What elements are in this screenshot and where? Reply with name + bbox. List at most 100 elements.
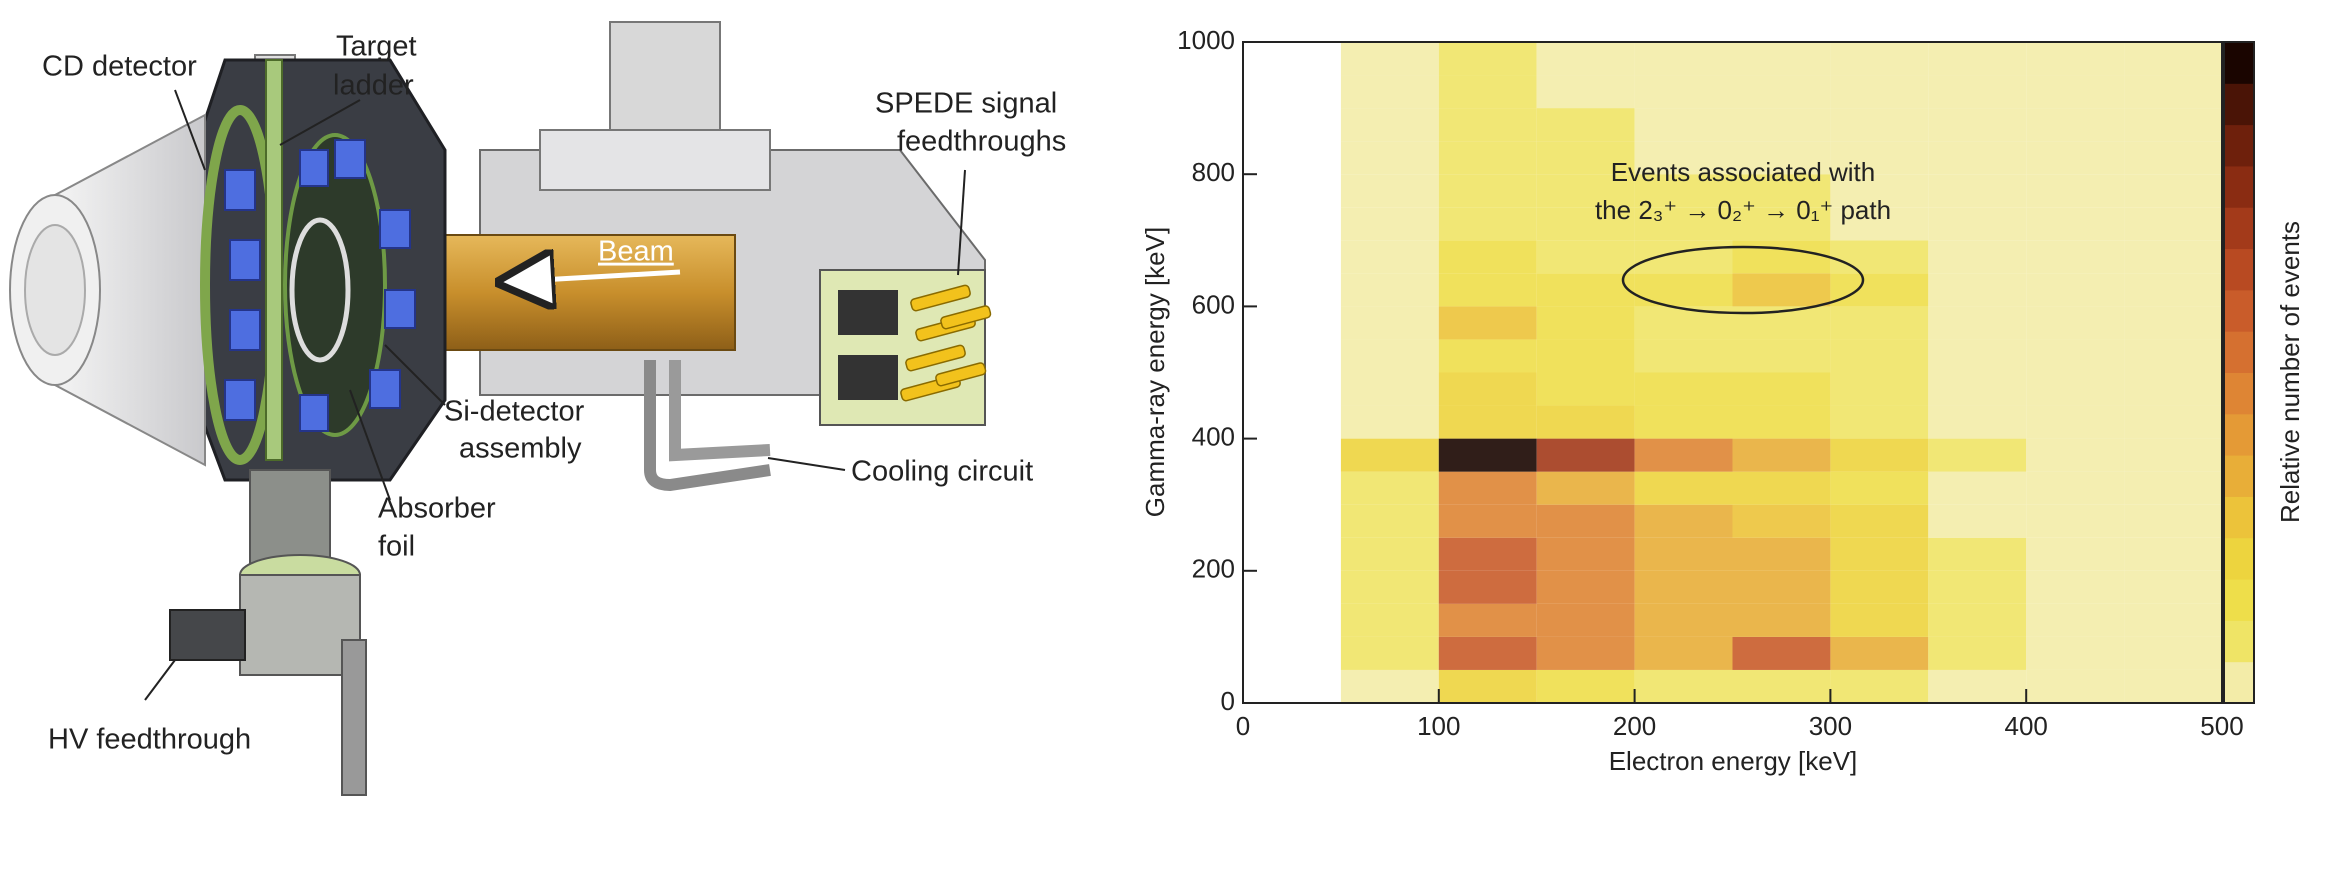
- heatmap-cell: [1438, 537, 1537, 571]
- label: Target: [336, 31, 417, 63]
- heatmap-cell: [2026, 405, 2125, 439]
- heatmap-cell: [1438, 75, 1537, 109]
- heatmap-cell: [1732, 273, 1831, 307]
- heatmap-cell: [1438, 273, 1537, 307]
- heatmap-cell: [1340, 75, 1439, 109]
- heatmap-cell: [1928, 174, 2027, 208]
- heatmap-cell: [2124, 108, 2222, 142]
- heatmap-cell: [1340, 570, 1439, 604]
- heatmap-cell: [1536, 504, 1635, 538]
- rod: [341, 639, 367, 796]
- heatmap-cell: [2124, 207, 2222, 241]
- heatmap-cell: [1830, 42, 1929, 76]
- si-detectors: [224, 139, 416, 432]
- heatmap-cell: [1732, 603, 1831, 637]
- heatmap-cell: [1928, 603, 2027, 637]
- colorbar-swatch: [2224, 537, 2254, 580]
- y-tick-label: 1000: [1177, 25, 1235, 55]
- heatmap-cell: [1536, 570, 1635, 604]
- heatmap-cell: [1634, 141, 1733, 175]
- heatmap-cell: [1340, 438, 1439, 472]
- heatmap-cell: [1634, 537, 1733, 571]
- heatmap-cell: [1536, 306, 1635, 340]
- colorbar-swatch: [2224, 248, 2254, 291]
- heatmap-cell: [2124, 141, 2222, 175]
- heatmap-cell: [1732, 42, 1831, 76]
- heatmap-cell: [1830, 636, 1929, 670]
- y-tick-label: 400: [1192, 421, 1235, 451]
- heatmap-cell: [2124, 603, 2222, 637]
- heatmap-cell: [1536, 75, 1635, 109]
- heatmap-cell: [1340, 141, 1439, 175]
- heatmap-cell: [1438, 339, 1537, 373]
- colorbar-swatch: [2224, 42, 2254, 84]
- heatmap-cell: [2124, 405, 2222, 439]
- heatmap-cell: [1928, 306, 2027, 340]
- heatmap-cell: [1536, 240, 1635, 274]
- heatmap-cell: [1928, 570, 2027, 604]
- heatmap-cell: [1438, 372, 1537, 406]
- heatmap-cell: [2124, 240, 2222, 274]
- colorbar-swatch: [2224, 331, 2254, 373]
- heatmap-cell: [1928, 669, 2027, 703]
- heatmap-cell: [1536, 603, 1635, 637]
- colorbar-swatch: [2224, 289, 2254, 332]
- heatmap-cell: [1340, 108, 1439, 142]
- heatmap-cell: [1732, 207, 1831, 241]
- heatmap-cell: [1340, 504, 1439, 538]
- heatmap-cell: [1634, 504, 1733, 538]
- heatmap-cell: [1928, 207, 2027, 241]
- heatmap-cell: [1634, 438, 1733, 472]
- leader: [144, 659, 176, 701]
- plot-frame: [1242, 41, 2223, 704]
- heatmap-cell: [2124, 636, 2222, 670]
- heatmap-cell: [1928, 240, 2027, 274]
- colorbar-swatch: [2224, 620, 2254, 663]
- heatmap-cell: [1732, 669, 1831, 703]
- heatmap-cell: [1732, 174, 1831, 208]
- heatmap-cell: [1438, 108, 1537, 142]
- heatmap-cell: [2124, 306, 2222, 340]
- si-disc: [283, 133, 387, 437]
- heatmap-cell: [1830, 603, 1929, 637]
- heatmap-cell: [1438, 240, 1537, 274]
- heatmap-cell: [2026, 273, 2125, 307]
- heatmap-cell: [1536, 108, 1635, 142]
- leader: [174, 89, 206, 171]
- heatmap-cell: [1928, 141, 2027, 175]
- x-tick-label: 300: [1809, 711, 1852, 741]
- heatmap-cell: [1634, 75, 1733, 109]
- heatmap-cell: [2026, 141, 2125, 175]
- heatmap-cell: [1340, 537, 1439, 571]
- label: assembly: [459, 433, 582, 465]
- heatmap-cell: [1732, 75, 1831, 109]
- y-tick-label: 600: [1192, 289, 1235, 319]
- absorber-foil: [289, 217, 351, 363]
- label: foil: [378, 531, 415, 563]
- colorbar-swatch: [2224, 165, 2254, 208]
- heatmap-cell: [1340, 603, 1439, 637]
- heatmap-cell: [1928, 339, 2027, 373]
- heatmap-cell: [1928, 504, 2027, 538]
- heatmap-cell: [1536, 42, 1635, 76]
- heatmap-cell: [2026, 207, 2125, 241]
- heatmap-cell: [2026, 471, 2125, 505]
- beam-tube: [434, 234, 736, 351]
- heatmap-cell: [2124, 339, 2222, 373]
- heatmap-cell: [1634, 405, 1733, 439]
- heatmap-cell: [1830, 570, 1929, 604]
- heatmap-cell: [1634, 603, 1733, 637]
- heatmap-cell: [1732, 570, 1831, 604]
- colorbar-swatch: [2224, 496, 2254, 539]
- heatmap-cell: [1830, 669, 1929, 703]
- heatmap-cell: [1830, 438, 1929, 472]
- heatmap-cell: [2124, 75, 2222, 109]
- heatmap-cell: [1340, 240, 1439, 274]
- detector-diagram: Beam CD detector Target ladder SPEDE sig…: [9, 21, 1066, 796]
- heatmap-cell: [1536, 174, 1635, 208]
- leader: [279, 99, 361, 146]
- heatmap-cell: [1830, 174, 1929, 208]
- y-tick-label: 200: [1192, 554, 1235, 584]
- heatmap-cell: [1536, 207, 1635, 241]
